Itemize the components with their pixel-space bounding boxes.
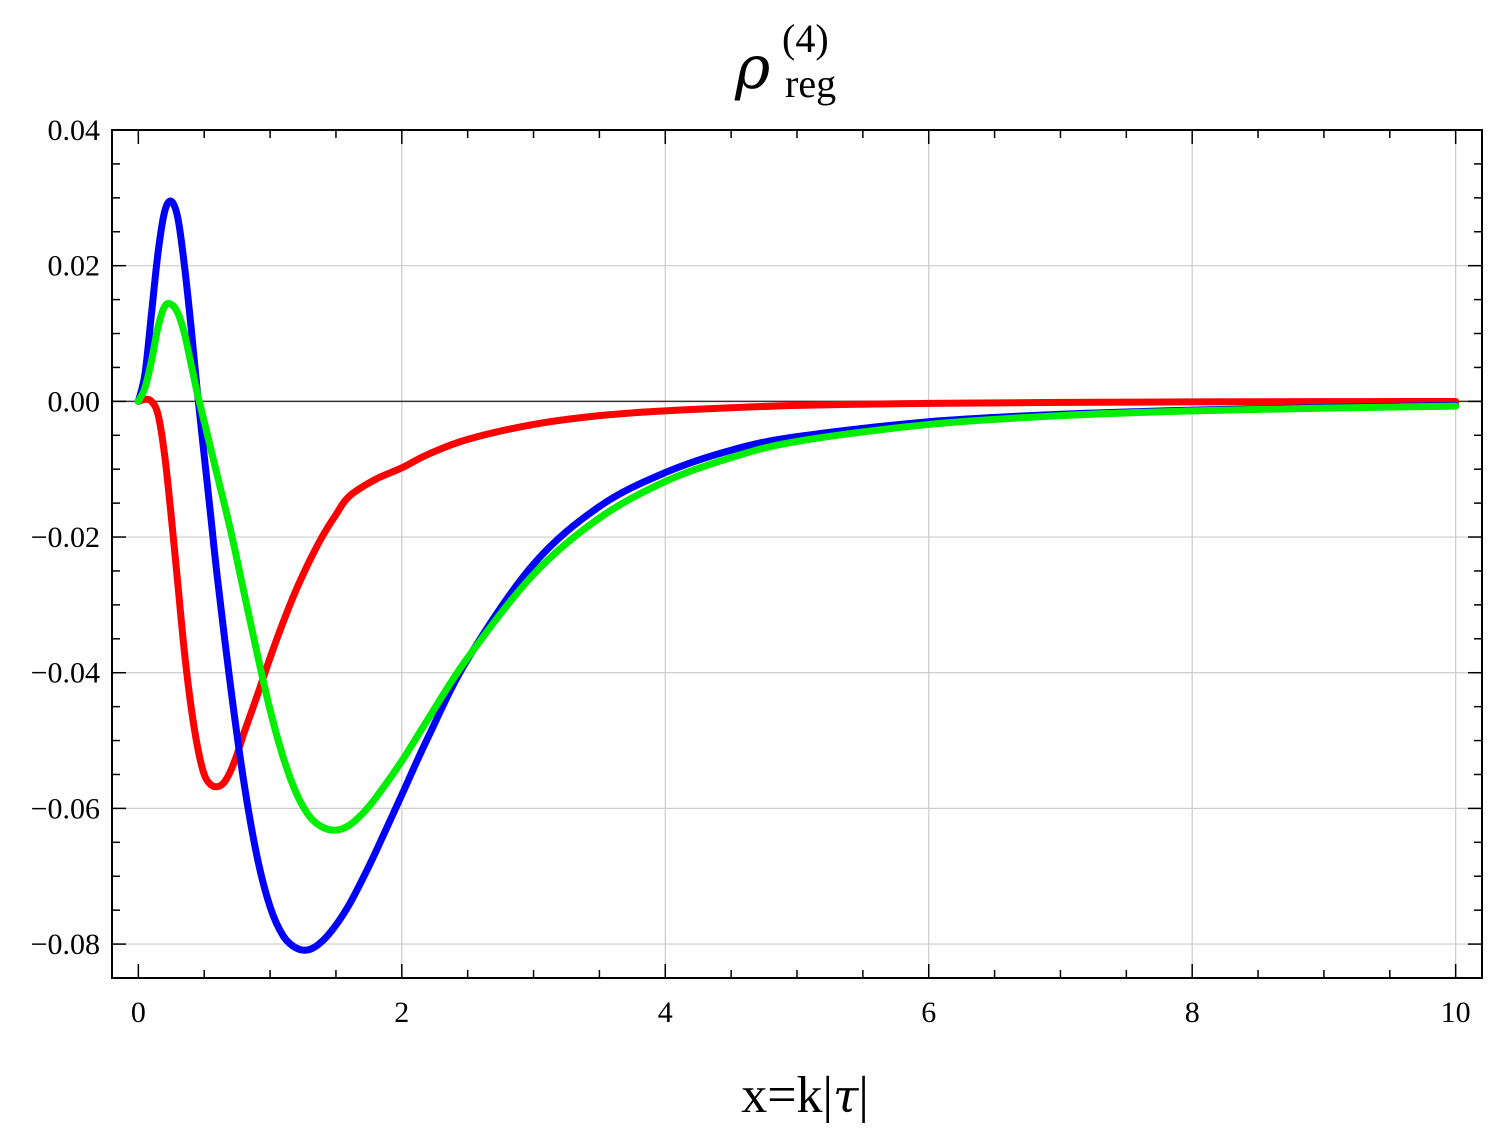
x-axis-label-symbol: τ <box>833 1069 860 1123</box>
grid-lines <box>112 129 1482 978</box>
x-tick-label: 8 <box>1185 996 1200 1029</box>
y-tick-label: −0.06 <box>31 792 100 825</box>
x-tick-label: 6 <box>921 996 936 1029</box>
y-tick-label: −0.04 <box>31 657 100 690</box>
x-tick-label: 0 <box>131 996 146 1029</box>
x-tick-label: 4 <box>658 996 673 1029</box>
series-lines <box>134 197 1460 954</box>
series-red <box>134 395 1460 791</box>
series-blue <box>134 197 1460 954</box>
x-tick-label: 2 <box>394 996 409 1029</box>
axis-ticks <box>112 129 1482 978</box>
plot-frame <box>111 129 1483 979</box>
title-superscript: (4) <box>782 16 829 61</box>
y-tick-label: 0.04 <box>48 114 101 147</box>
y-tick-label: −0.02 <box>31 521 100 554</box>
x-axis-label-suffix: | <box>858 1067 868 1124</box>
title-base: ρ <box>734 33 770 103</box>
x-axis-label: x=k|τ| <box>741 1067 869 1124</box>
y-tick-label: −0.08 <box>31 928 100 961</box>
x-axis-label-prefix: x=k| <box>741 1067 833 1124</box>
tick-labels: 0 2 4 6 8 10 0.04 0.02 0.00 −0.02 −0.04 −0.06 −0.08 <box>31 114 1471 1029</box>
y-tick-label: 0.02 <box>48 250 101 283</box>
y-tick-label: 0.00 <box>48 385 101 418</box>
x-tick-label: 10 <box>1441 996 1471 1029</box>
series-green <box>134 300 1460 834</box>
chart-title: ρ <box>734 33 770 103</box>
title-subscript: reg <box>785 61 836 106</box>
